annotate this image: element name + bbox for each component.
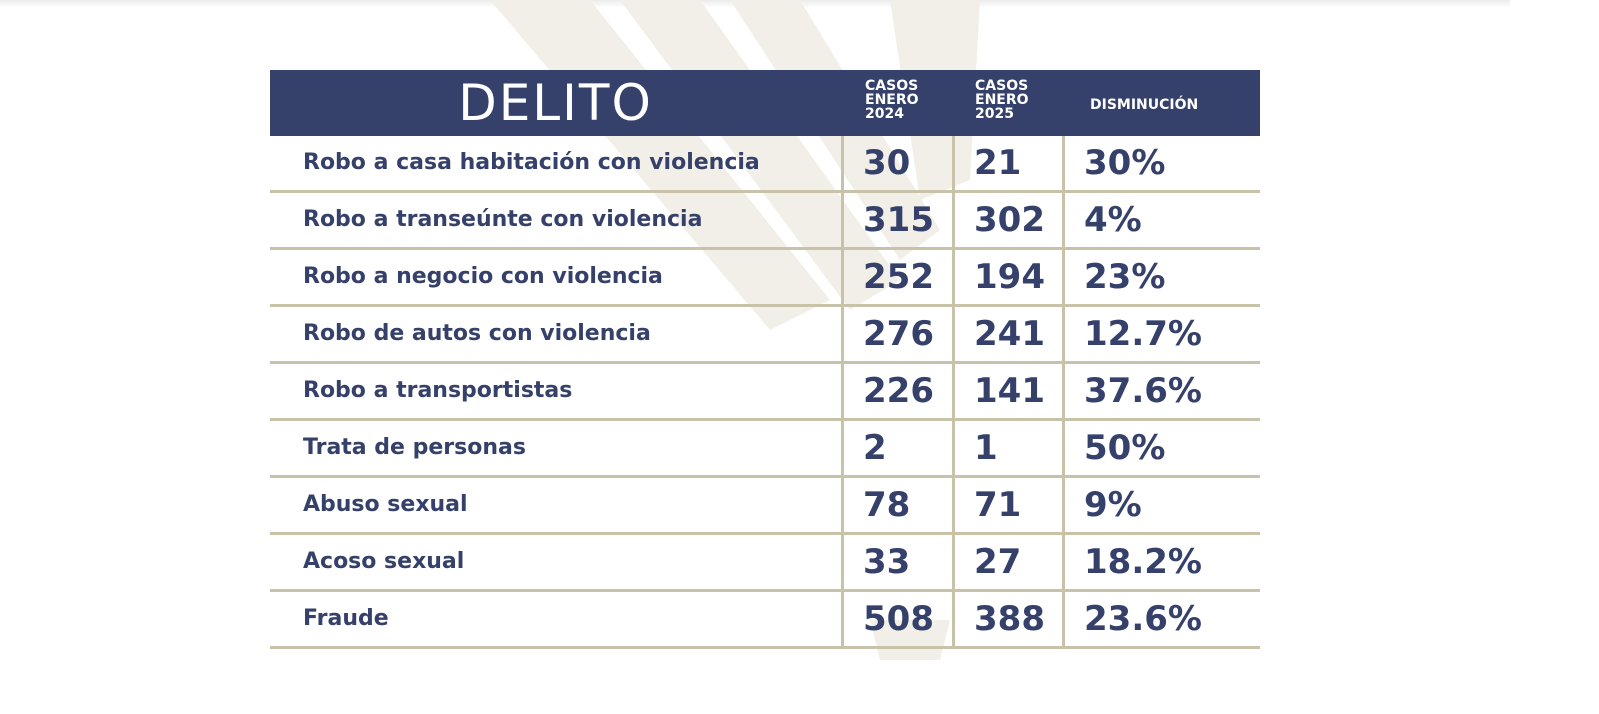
disminucion-cell: 18.2% [1062,535,1260,589]
crime-table: DELITO CASOS ENERO 2024 CASOS ENERO 2025… [270,70,1260,649]
casos-2025-cell: 71 [952,478,1062,532]
header-2025-line-1: CASOS [975,78,1029,94]
header-2025-line-2: ENERO [975,92,1029,108]
delito-cell: Fraude [303,606,389,631]
casos-2024-cell: 78 [841,478,952,532]
casos-2025-cell: 141 [952,364,1062,418]
casos-2025-cell: 241 [952,307,1062,361]
table-row: Robo a transportistas 226 141 37.6% [270,364,1260,421]
delito-cell: Trata de personas [303,435,526,460]
table-row: Trata de personas 2 1 50% [270,421,1260,478]
casos-2024-cell: 226 [841,364,952,418]
delito-cell: Robo a transeúnte con violencia [303,207,703,232]
table-row: Robo a casa habitación con violencia 30 … [270,136,1260,193]
header-disminucion: DISMINUCIÓN [1090,97,1199,113]
disminucion-cell: 30% [1062,136,1260,190]
table-row: Abuso sexual 78 71 9% [270,478,1260,535]
delito-cell: Robo a casa habitación con violencia [303,150,760,175]
delito-cell: Robo a transportistas [303,378,573,403]
casos-2024-cell: 30 [841,136,952,190]
header-2024-line-3: 2024 [865,106,904,122]
casos-2025-cell: 388 [952,592,1062,646]
header-delito: DELITO [458,74,653,132]
delito-cell: Robo a negocio con violencia [303,264,663,289]
casos-2024-cell: 276 [841,307,952,361]
header-casos-enero-2024: CASOS ENERO 2024 [865,79,965,121]
delito-cell: Robo de autos con violencia [303,321,651,346]
table-header: DELITO CASOS ENERO 2024 CASOS ENERO 2025… [270,70,1260,136]
disminucion-cell: 23% [1062,250,1260,304]
table-row: Fraude 508 388 23.6% [270,592,1260,649]
delito-cell: Acoso sexual [303,549,465,574]
casos-2025-cell: 27 [952,535,1062,589]
delito-cell: Abuso sexual [303,492,468,517]
casos-2024-cell: 2 [841,421,952,475]
table-row: Robo a transeúnte con violencia 315 302 … [270,193,1260,250]
disminucion-cell: 37.6% [1062,364,1260,418]
table-row: Robo de autos con violencia 276 241 12.7… [270,307,1260,364]
casos-2024-cell: 252 [841,250,952,304]
header-casos-enero-2025: CASOS ENERO 2025 [975,79,1075,121]
casos-2024-cell: 33 [841,535,952,589]
disminucion-cell: 9% [1062,478,1260,532]
casos-2025-cell: 302 [952,193,1062,247]
table-row: Robo a negocio con violencia 252 194 23% [270,250,1260,307]
disminucion-cell: 4% [1062,193,1260,247]
disminucion-cell: 23.6% [1062,592,1260,646]
table-row: Acoso sexual 33 27 18.2% [270,535,1260,592]
header-2025-line-3: 2025 [975,106,1014,122]
disminucion-cell: 12.7% [1062,307,1260,361]
casos-2024-cell: 508 [841,592,952,646]
casos-2025-cell: 194 [952,250,1062,304]
casos-2024-cell: 315 [841,193,952,247]
casos-2025-cell: 21 [952,136,1062,190]
header-2024-line-1: CASOS [865,78,919,94]
header-2024-line-2: ENERO [865,92,919,108]
disminucion-cell: 50% [1062,421,1260,475]
casos-2025-cell: 1 [952,421,1062,475]
